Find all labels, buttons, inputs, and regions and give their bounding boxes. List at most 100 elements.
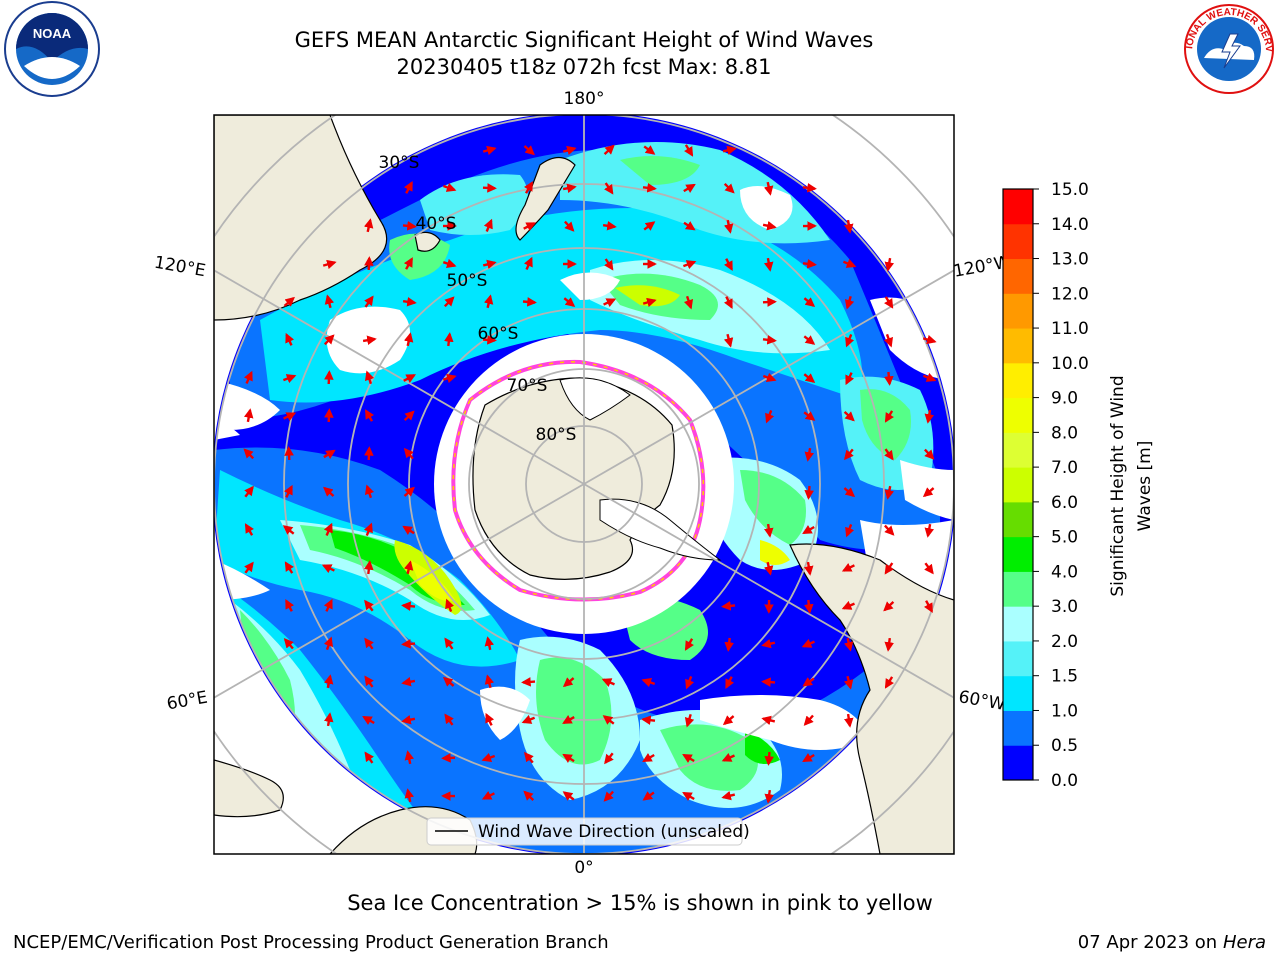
wind-wave-arrow: [285, 599, 295, 612]
wind-wave-arrow: [642, 183, 657, 193]
wind-wave-arrow: [364, 295, 374, 308]
wind-wave-arrow: [321, 564, 335, 574]
wind-wave-arrow: [683, 295, 694, 310]
wind-wave-arrow: [842, 258, 857, 268]
wind-wave-arrow: [604, 258, 614, 271]
wind-wave-arrow: [364, 560, 374, 575]
wind-wave-arrow: [723, 219, 734, 234]
wind-wave-arrow: [845, 523, 855, 538]
wind-wave-arrow: [884, 296, 894, 309]
wind-wave-arrow: [765, 409, 775, 424]
wind-wave-arrow: [441, 753, 456, 763]
wind-wave-arrow: [403, 410, 415, 422]
colorbar-bin: [1003, 258, 1033, 294]
date-value: 07 Apr 2023 on: [1077, 932, 1218, 953]
lat-label-80s: 80°S: [536, 425, 577, 445]
wind-wave-arrow: [562, 753, 575, 763]
wind-wave-arrow: [364, 370, 375, 385]
wind-wave-arrow: [562, 677, 575, 688]
wind-wave-arrow: [445, 598, 455, 613]
wind-wave-arrow: [884, 524, 895, 536]
wind-wave-arrow: [801, 638, 815, 648]
colorbar-tick-label: 14.0: [1051, 215, 1089, 235]
colorbar-tick-label: 13.0: [1051, 250, 1089, 270]
wind-wave-arrow: [322, 259, 337, 270]
wind-wave-arrow: [641, 715, 656, 725]
wind-wave-arrow: [721, 601, 736, 611]
wind-wave-arrow: [482, 145, 497, 156]
graticule: [214, 115, 954, 854]
wind-wave-arrows: [243, 144, 937, 804]
wind-wave-arrow: [683, 183, 696, 193]
wind-wave-arrow: [843, 411, 855, 422]
wind-wave-arrow: [763, 257, 774, 272]
wind-wave-arrow: [762, 335, 777, 345]
wind-wave-arrow: [684, 713, 695, 728]
land-masses: [214, 115, 954, 854]
nws-logo: NATIONAL WEATHER SERVICE: [1178, 0, 1276, 96]
wind-wave-arrow: [682, 753, 695, 763]
machine-name: Hera: [1222, 932, 1266, 953]
wind-wave-arrow: [682, 260, 697, 270]
colorbar-tick-label: 11.0: [1051, 319, 1089, 339]
wind-wave-arrow: [804, 447, 815, 462]
wind-wave-arrow: [562, 714, 575, 724]
colorbar-tick-label: 4.0: [1051, 562, 1078, 582]
wind-wave-arrow: [523, 751, 534, 764]
wind-wave-arrow: [603, 144, 615, 155]
wind-wave-arrow: [324, 370, 334, 385]
wind-wave-arrow: [761, 715, 776, 726]
wind-wave-arrow: [323, 674, 334, 689]
wind-wave-arrow: [364, 484, 375, 499]
wind-wave-arrow: [601, 678, 615, 688]
wind-wave-arrow: [803, 373, 816, 384]
wind-wave-arrow: [402, 221, 417, 231]
wind-wave-arrow: [363, 218, 374, 233]
wind-wave-arrow: [845, 333, 855, 348]
colorbar-tick-label: 0.5: [1051, 736, 1078, 756]
wind-wave-arrow: [604, 752, 614, 765]
wind-wave-arrow: [284, 446, 294, 461]
wind-wave-arrow: [244, 485, 254, 498]
wind-wave-arrow: [841, 562, 855, 572]
wind-wave-arrow: [602, 221, 617, 231]
colorbar-tick-label: 2.0: [1051, 632, 1078, 652]
colorbar-label-line1: Significant Height of Wind: [1108, 375, 1128, 596]
lon-label-60w: 60°W: [957, 687, 1007, 715]
wind-wave-arrow: [323, 334, 335, 346]
wind-wave-arrow: [523, 145, 535, 156]
wind-wave-arrow: [284, 561, 294, 574]
wind-wave-arrow: [562, 145, 577, 156]
wind-wave-arrow: [685, 675, 695, 690]
wind-wave-arrow: [884, 562, 894, 575]
wind-wave-arrow: [521, 714, 536, 724]
colorbar-tick-label: 6.0: [1051, 493, 1078, 513]
colorbar-bin: [1003, 675, 1033, 711]
colorbar-ticks: 0.0 0.5 1.0 1.5 2.0 3.0 4.0 5.0 6.0 7.0 8.0 9.0 10.0…: [1033, 180, 1089, 791]
wind-wave-arrow: [604, 182, 614, 195]
wind-wave-arrow: [843, 713, 854, 728]
colorbar-tick-label: 5.0: [1051, 528, 1078, 548]
wind-wave-arrow: [762, 220, 777, 231]
wind-wave-arrow: [442, 373, 457, 384]
wind-wave-arrow: [922, 334, 937, 345]
wind-wave-arrow: [444, 637, 454, 650]
colorbar-tick-label: 3.0: [1051, 597, 1078, 617]
colorbar-frame: [1002, 188, 1034, 781]
wind-wave-arrow: [404, 788, 415, 803]
wind-wave-arrow: [761, 638, 776, 649]
wind-wave-arrow: [722, 715, 735, 726]
wind-wave-arrow: [482, 335, 497, 345]
lat-label-50s: 50°S: [447, 271, 488, 291]
colorbar-bin: [1003, 397, 1033, 433]
wind-wave-arrow: [803, 561, 814, 576]
wind-wave-arrow: [763, 523, 774, 538]
wind-wave-arrow: [761, 677, 776, 687]
colorbar-bin: [1003, 606, 1033, 642]
wind-wave-arrow: [362, 335, 377, 346]
colorbar-tick-label: 0.0: [1051, 771, 1078, 791]
wind-wave-arrow: [283, 484, 293, 498]
wind-wave-arrow: [484, 674, 495, 689]
wind-wave-arrow: [684, 638, 694, 651]
